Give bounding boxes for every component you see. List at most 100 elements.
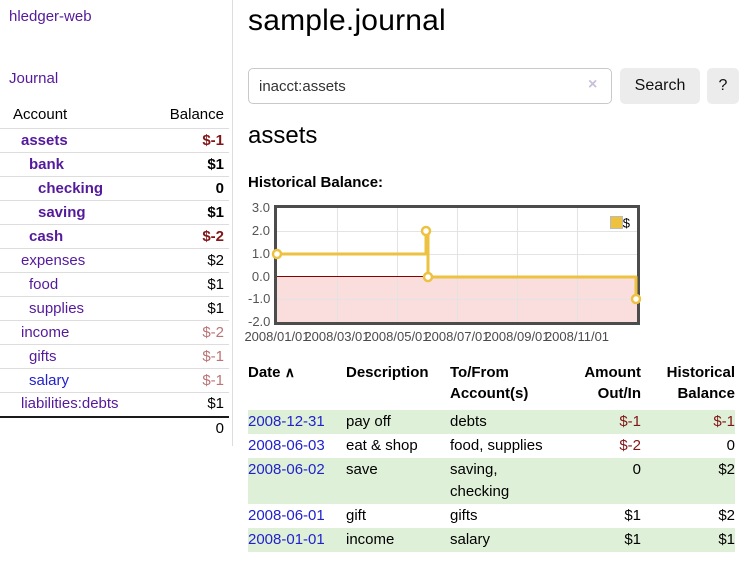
account-balance: $1 xyxy=(142,200,229,225)
data-point-marker xyxy=(271,248,283,260)
chart-title: Historical Balance: xyxy=(248,174,384,191)
account-row-cash: cash $-2 xyxy=(0,224,229,249)
x-axis-tick-label: 2008/03/01 xyxy=(304,329,370,344)
account-row-expenses: expenses $2 xyxy=(0,248,229,273)
search-button[interactable]: Search xyxy=(620,68,700,104)
account-balance: $-1 xyxy=(142,344,229,369)
account-link-gifts[interactable]: gifts xyxy=(29,347,57,365)
account-link-expenses[interactable]: expenses xyxy=(21,251,86,269)
transaction-balance: $2 xyxy=(718,507,735,524)
gridline xyxy=(517,208,518,322)
transaction-date-link[interactable]: 2008-06-01 xyxy=(248,507,325,524)
gridline xyxy=(577,208,578,322)
help-button[interactable]: ? xyxy=(707,68,739,104)
transaction-date-link[interactable]: 2008-01-01 xyxy=(248,531,325,548)
accounts-table: Account Balance assets $-1 bank $1 check… xyxy=(0,103,229,441)
historical-balance-chart: 3.0 2.0 1.0 0.0 -1.0 -2.0 xyxy=(244,200,742,345)
account-link-assets[interactable]: assets xyxy=(21,131,68,149)
account-row-salary: salary $-1 xyxy=(0,368,229,393)
transaction-amount: $1 xyxy=(624,507,641,524)
y-axis-tick-label: 0.0 xyxy=(251,269,270,284)
chart-plot-area: $ xyxy=(271,205,642,325)
data-point-marker xyxy=(422,271,434,283)
x-axis-tick-label: 2008/05/01 xyxy=(364,329,430,344)
y-axis-tick-label: -1.0 xyxy=(248,291,271,306)
transaction-row[interactable]: 2008-01-01 income salary $1 $1 xyxy=(248,528,735,552)
sort-ascending-icon[interactable]: ∧ xyxy=(284,364,295,380)
account-row-income: income $-2 xyxy=(0,320,229,345)
gridline xyxy=(277,254,637,255)
transaction-row[interactable]: 2008-06-03 eat & shop food, supplies $-2… xyxy=(248,434,735,458)
account-link-income[interactable]: income xyxy=(21,323,70,341)
transaction-description: income xyxy=(346,531,395,548)
register-header-historical: Historical Balance xyxy=(666,364,735,402)
x-axis-tick-label: 2008/09/01 xyxy=(484,329,550,344)
gridline xyxy=(277,299,637,300)
transaction-accounts: gifts xyxy=(450,507,478,524)
account-row-checking: checking 0 xyxy=(0,176,229,201)
account-row-assets: assets $-1 xyxy=(0,128,229,153)
sidebar-item-journal[interactable]: Journal xyxy=(9,70,59,87)
transaction-accounts: debts xyxy=(450,413,487,430)
brand-link[interactable]: hledger-web xyxy=(9,8,92,25)
y-axis-tick-label: 1.0 xyxy=(251,246,270,261)
transaction-date-link[interactable]: 2008-06-03 xyxy=(248,437,325,454)
legend-swatch-icon xyxy=(609,216,623,230)
register-header-amount: Amount Out/In xyxy=(584,364,641,402)
clear-search-icon[interactable]: × xyxy=(588,76,598,93)
gridline xyxy=(397,208,398,322)
accounts-total-row: 0 xyxy=(0,415,229,441)
accounts-header-account: Account xyxy=(0,103,143,129)
transaction-date-link[interactable]: 2008-12-31 xyxy=(248,413,325,430)
transaction-amount: $1 xyxy=(624,531,641,548)
y-axis-tick-label: -2.0 xyxy=(248,314,271,329)
account-link-saving[interactable]: saving xyxy=(38,203,86,221)
transaction-row[interactable]: 2008-12-31 pay off debts $-1 $-1 xyxy=(248,410,735,434)
account-row-bank: bank $1 xyxy=(0,152,229,177)
register-header-date[interactable]: Date ∧ xyxy=(248,362,346,410)
data-point-marker xyxy=(630,293,642,305)
date-header-label: Date xyxy=(248,364,281,381)
transaction-amount: $-2 xyxy=(619,437,641,454)
legend-label: $ xyxy=(622,215,630,231)
account-link-food[interactable]: food xyxy=(29,275,59,293)
transaction-date-link[interactable]: 2008-06-02 xyxy=(248,461,325,478)
balance-line-series xyxy=(271,225,642,305)
account-balance: $1 xyxy=(142,152,229,177)
transaction-accounts: salary xyxy=(450,531,491,548)
accounts-header-balance: Balance xyxy=(142,103,229,129)
account-link-cash[interactable]: cash xyxy=(29,227,64,245)
transaction-balance: $1 xyxy=(718,531,735,548)
account-link-salary[interactable]: salary xyxy=(29,371,70,389)
sidebar: hledger-web Journal Account Balance asse… xyxy=(0,0,233,446)
transaction-description: pay off xyxy=(346,413,391,430)
y-axis-tick-label: 3.0 xyxy=(251,200,270,215)
transaction-row[interactable]: 2008-06-01 gift gifts $1 $2 xyxy=(248,504,735,528)
register-table: Date ∧ Description To/From Account(s) Am… xyxy=(248,362,735,552)
account-balance: $1 xyxy=(142,296,229,321)
account-link-checking[interactable]: checking xyxy=(38,179,104,197)
accounts-header-row: Account Balance xyxy=(0,103,229,129)
transaction-row[interactable]: 2008-06-02 save saving, checking 0 $2 xyxy=(248,458,735,504)
account-balance: 0 xyxy=(142,176,229,201)
register-header-description: Description xyxy=(346,364,429,381)
search-input[interactable] xyxy=(248,68,612,104)
transaction-amount: $-1 xyxy=(619,413,641,430)
account-row-gifts: gifts $-1 xyxy=(0,344,229,369)
transaction-description: eat & shop xyxy=(346,437,418,454)
x-axis-tick-label: 2008/01/01 xyxy=(244,329,310,344)
gridline xyxy=(337,208,338,322)
register-header-row: Date ∧ Description To/From Account(s) Am… xyxy=(248,362,735,410)
account-balance: $2 xyxy=(142,248,229,273)
account-link-liabilities-debts[interactable]: liabilities:debts xyxy=(21,395,119,413)
transaction-balance: 0 xyxy=(726,437,735,454)
account-link-bank[interactable]: bank xyxy=(29,155,65,173)
data-point-marker xyxy=(420,225,432,237)
account-link-supplies[interactable]: supplies xyxy=(29,299,85,317)
account-balance: $1 xyxy=(142,392,229,417)
x-axis-tick-label: 2008/11/01 xyxy=(544,329,610,344)
page-title: sample.journal xyxy=(248,4,446,37)
y-axis-tick-label: 2.0 xyxy=(251,223,270,238)
register-header-tofrom: To/From Account(s) xyxy=(450,364,529,402)
